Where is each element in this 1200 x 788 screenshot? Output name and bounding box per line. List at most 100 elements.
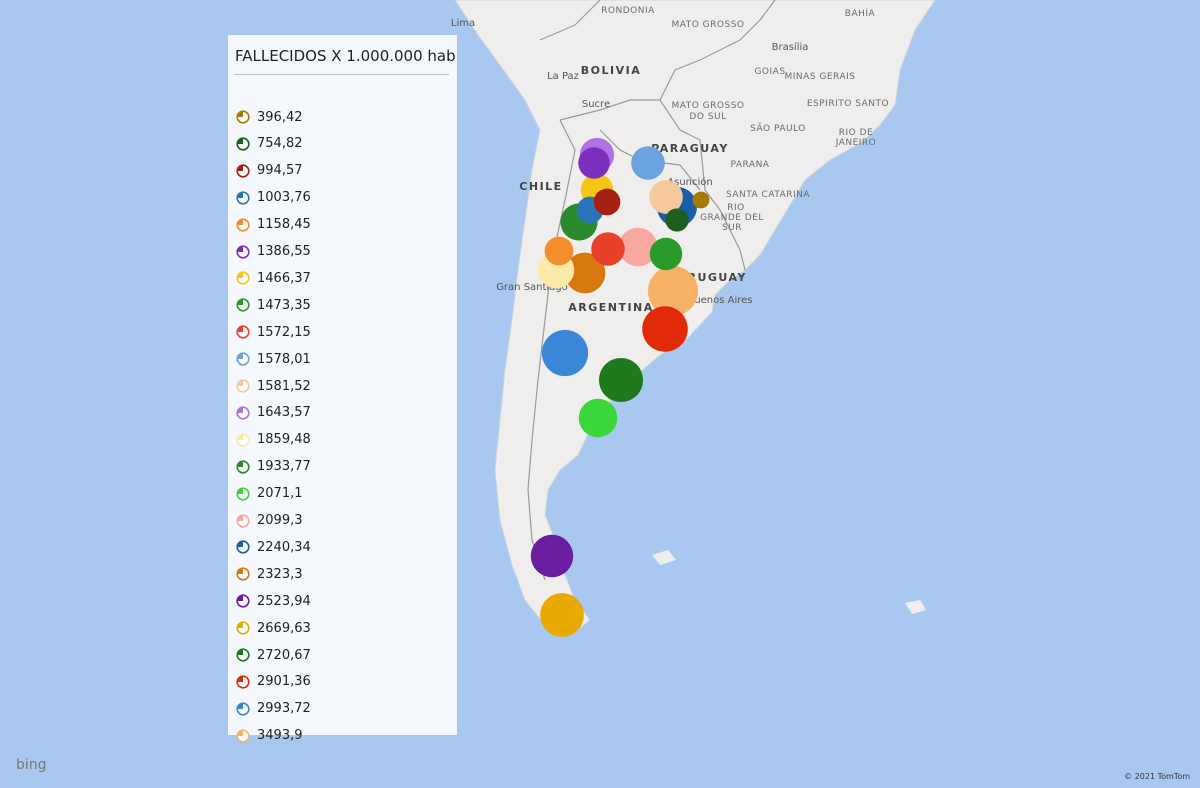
legend-label: 1158,45 — [257, 217, 311, 233]
legend-icon — [236, 271, 250, 285]
map-label: BOLIVIA — [581, 64, 641, 77]
legend-icon — [236, 648, 250, 662]
legend-icon-wedge — [237, 460, 243, 467]
map-label: Gran Santiago — [496, 282, 568, 293]
legend-icon — [236, 137, 250, 151]
legend-icon-wedge — [237, 595, 243, 602]
legend-icon — [236, 621, 250, 635]
bubble — [591, 232, 625, 266]
legend-item: 2993,72 — [236, 699, 311, 719]
legend-icon — [236, 675, 250, 689]
map-label: PARANA — [731, 160, 770, 170]
legend-icon-wedge — [237, 729, 243, 736]
legend-item: 1473,35 — [236, 295, 311, 315]
legend-icon-wedge — [237, 353, 243, 360]
legend-item: 2669,63 — [236, 618, 311, 638]
legend-icon-wedge — [237, 568, 243, 575]
legend-item: 1933,77 — [236, 457, 311, 477]
map-label: Sucre — [582, 99, 610, 110]
legend-label: 1859,48 — [257, 432, 311, 448]
map-label: ESPIRITO SANTO — [807, 99, 889, 109]
legend-icon — [236, 164, 250, 178]
legend-icon — [236, 460, 250, 474]
bubble — [544, 236, 574, 266]
legend-label: 2993,72 — [257, 701, 311, 717]
legend-label: 1466,37 — [257, 270, 311, 286]
legend-icon — [236, 244, 250, 259]
map-label: RIO DE — [839, 128, 873, 138]
legend-item: 2901,36 — [236, 672, 311, 692]
bubble — [648, 266, 698, 316]
legend-item: 1158,45 — [236, 215, 311, 235]
legend-icon-wedge — [237, 676, 243, 682]
legend-title: FALLECIDOS X 1.000.000 hab — [235, 47, 456, 65]
legend-icon-wedge — [237, 407, 243, 413]
legend-icon-wedge — [237, 138, 243, 144]
legend-icon — [236, 567, 250, 581]
legend-icon — [236, 513, 250, 528]
land — [454, 0, 936, 633]
map-label: SÃO PAULO — [750, 123, 806, 134]
copyright: © 2021 TomTom — [1124, 772, 1190, 781]
legend-icon-wedge — [237, 245, 243, 252]
legend-icon — [236, 486, 250, 501]
legend-icon — [236, 191, 250, 205]
legend-label: 2720,67 — [257, 647, 311, 663]
land-falklands — [905, 600, 926, 614]
bubble — [598, 357, 644, 403]
legend-icon — [236, 110, 250, 124]
map-label: Buenos Aires — [687, 295, 752, 306]
legend-label: 2901,36 — [257, 674, 311, 690]
legend-label: 2071,1 — [257, 486, 303, 502]
legend-icon — [236, 729, 250, 743]
legend-icon — [236, 406, 250, 420]
legend-icon-wedge — [237, 487, 243, 494]
map-label: CHILE — [519, 180, 562, 193]
legend-item: 1859,48 — [236, 430, 311, 450]
legend-item: 2323,3 — [236, 564, 303, 584]
legend-label: 1386,55 — [257, 244, 311, 259]
legend-item: 2099,3 — [236, 511, 303, 531]
legend-item: 1572,15 — [236, 322, 311, 342]
legend-label: 2099,3 — [257, 513, 303, 528]
chile-strip — [527, 119, 576, 581]
legend-item: 1581,52 — [236, 376, 311, 396]
legend-label: 754,82 — [257, 136, 303, 152]
map-label: JANEIRO — [835, 138, 877, 148]
bubble — [564, 252, 606, 294]
legend-icon — [236, 540, 250, 554]
bubble — [593, 188, 621, 216]
legend-icon-wedge — [237, 649, 243, 655]
bubble — [530, 534, 574, 578]
legend-icon — [236, 325, 250, 339]
map-label: RIO — [727, 203, 745, 213]
legend-item: 2071,1 — [236, 484, 303, 504]
bubble — [649, 237, 683, 271]
legend-item: 1643,57 — [236, 403, 311, 423]
map-label: MATO GROSSO — [672, 20, 745, 30]
map-label: RONDONIA — [601, 6, 655, 16]
borders — [539, 0, 776, 271]
legend-icon — [236, 379, 250, 393]
legend-item: 754,82 — [236, 134, 303, 154]
map-label: DO SUL — [689, 112, 726, 122]
legend-icon — [236, 594, 250, 608]
bubble — [578, 147, 610, 179]
legend-rule — [234, 74, 449, 75]
legend-icon-wedge — [237, 326, 243, 333]
legend-item: 2523,94 — [236, 591, 311, 611]
map-label: SANTA CATARINA — [726, 190, 810, 200]
legend-icon-wedge — [237, 272, 243, 279]
legend-item: 1386,55 — [236, 242, 311, 262]
legend-icon-wedge — [237, 622, 243, 629]
legend-label: 1578,01 — [257, 351, 311, 367]
legend-item: 1578,01 — [236, 349, 311, 369]
legend-icon-wedge — [237, 380, 243, 386]
legend-icon-wedge — [237, 299, 243, 306]
map-label: PARAGUAY — [651, 142, 729, 155]
map-label: GOIAS — [754, 67, 785, 77]
legend-item: 1466,37 — [236, 268, 311, 288]
legend-item: 396,42 — [236, 107, 303, 127]
legend-icon — [236, 217, 250, 232]
